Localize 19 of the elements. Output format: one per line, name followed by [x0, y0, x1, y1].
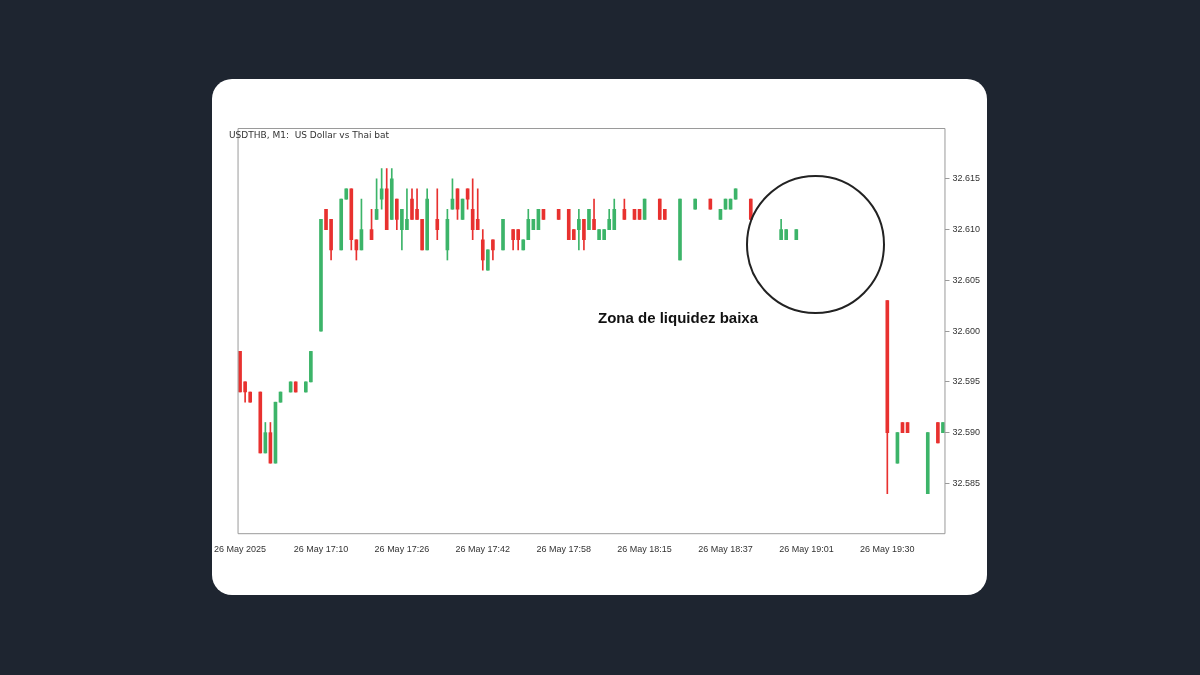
x-tick-label: 26 May 17:58 [536, 544, 591, 555]
x-tick-label: 26 May 17:26 [374, 544, 430, 555]
x-tick-label: 26 May 2025 [214, 544, 267, 555]
annotation: Zona de liquidez baixa [598, 309, 759, 326]
y-tick-label: 32.605 [952, 274, 980, 285]
x-tick-label: 26 May 19:30 [860, 544, 915, 555]
x-tick-label: 26 May 18:37 [698, 544, 753, 555]
x-tick-label: 26 May 18:15 [617, 544, 672, 555]
y-tick-label: 32.610 [952, 224, 980, 235]
y-tick-label: 32.600 [952, 325, 980, 336]
chart-title: USDTHB, M1: US Dollar vs Thai bat [229, 130, 390, 140]
x-tick-label: 26 May 17:42 [455, 544, 511, 555]
y-tick-label: 32.585 [952, 477, 980, 488]
candlestick [435, 188, 440, 241]
y-tick-label: 32.595 [952, 376, 980, 387]
x-tick-label: 26 May 19:01 [779, 544, 834, 555]
x-tick-label: 26 May 17:10 [293, 544, 349, 555]
y-tick-label: 32.590 [952, 427, 980, 438]
y-tick-label: 32.615 [952, 173, 980, 184]
